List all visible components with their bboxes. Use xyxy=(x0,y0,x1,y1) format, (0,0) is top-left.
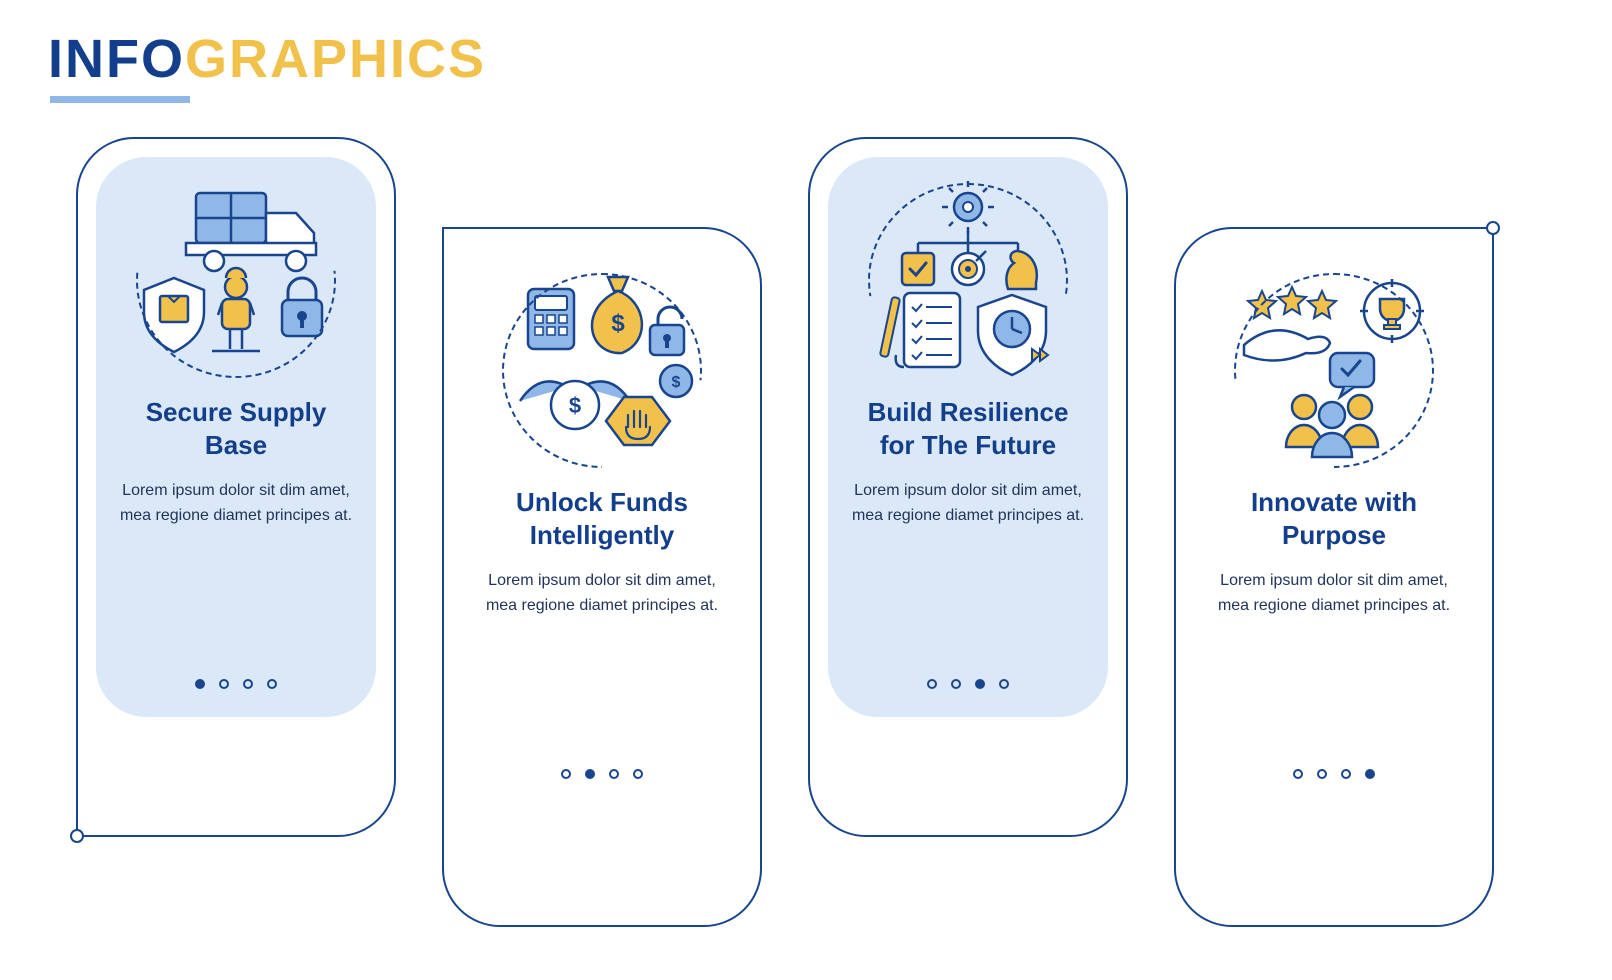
resilience-icon xyxy=(868,183,1068,378)
dot xyxy=(633,769,643,779)
dot xyxy=(975,679,985,689)
connector-endpoint-left xyxy=(70,829,84,843)
dot xyxy=(267,679,277,689)
card-title: Build Resilience for The Future xyxy=(850,396,1086,461)
progress-dots xyxy=(195,679,277,689)
dot xyxy=(585,769,595,779)
connector-endpoint-right xyxy=(1486,221,1500,235)
cards-row: Secure Supply Base Lorem ipsum dolor sit… xyxy=(48,137,1564,927)
card-panel: Build Resilience for The Future Lorem ip… xyxy=(828,157,1108,717)
dot xyxy=(195,679,205,689)
dot xyxy=(1365,769,1375,779)
title-part-2: GRAPHICS xyxy=(185,29,486,89)
card-innovate-purpose: Innovate with Purpose Lorem ipsum dolor … xyxy=(1174,227,1494,927)
dot xyxy=(243,679,253,689)
card-panel: Secure Supply Base Lorem ipsum dolor sit… xyxy=(96,157,376,717)
page-title: INFOGRAPHICS xyxy=(48,32,1564,86)
card-unlock-funds: $ $ xyxy=(442,227,762,927)
card-desc: Lorem ipsum dolor sit dim amet, mea regi… xyxy=(484,569,720,619)
funds-icon: $ $ xyxy=(502,273,702,468)
dot xyxy=(951,679,961,689)
truck-icon xyxy=(186,193,316,271)
dot xyxy=(609,769,619,779)
dot xyxy=(999,679,1009,689)
card-desc: Lorem ipsum dolor sit dim amet, mea regi… xyxy=(1216,569,1452,619)
card-desc: Lorem ipsum dolor sit dim amet, mea regi… xyxy=(118,479,354,529)
stop-hand-icon xyxy=(606,397,670,445)
dot xyxy=(1341,769,1351,779)
supply-icon xyxy=(136,183,336,378)
card-panel: $ $ xyxy=(462,247,742,807)
progress-dots xyxy=(561,769,643,779)
title-part-1: INFO xyxy=(48,29,185,89)
card-panel: Innovate with Purpose Lorem ipsum dolor … xyxy=(1194,247,1474,807)
card-secure-supply: Secure Supply Base Lorem ipsum dolor sit… xyxy=(76,137,396,837)
card-desc: Lorem ipsum dolor sit dim amet, mea regi… xyxy=(850,479,1086,529)
progress-dots xyxy=(1293,769,1375,779)
dot xyxy=(1317,769,1327,779)
title-underline xyxy=(50,96,190,103)
card-title: Innovate with Purpose xyxy=(1216,486,1452,551)
dot xyxy=(219,679,229,689)
progress-dots xyxy=(927,679,1009,689)
dot xyxy=(927,679,937,689)
dot xyxy=(561,769,571,779)
card-title: Unlock Funds Intelligently xyxy=(484,486,720,551)
innovate-icon xyxy=(1234,273,1434,468)
dot xyxy=(1293,769,1303,779)
shield-clock-icon xyxy=(978,295,1048,375)
card-build-resilience: Build Resilience for The Future Lorem ip… xyxy=(808,137,1128,837)
checklist-icon xyxy=(880,293,960,367)
card-title: Secure Supply Base xyxy=(118,396,354,461)
